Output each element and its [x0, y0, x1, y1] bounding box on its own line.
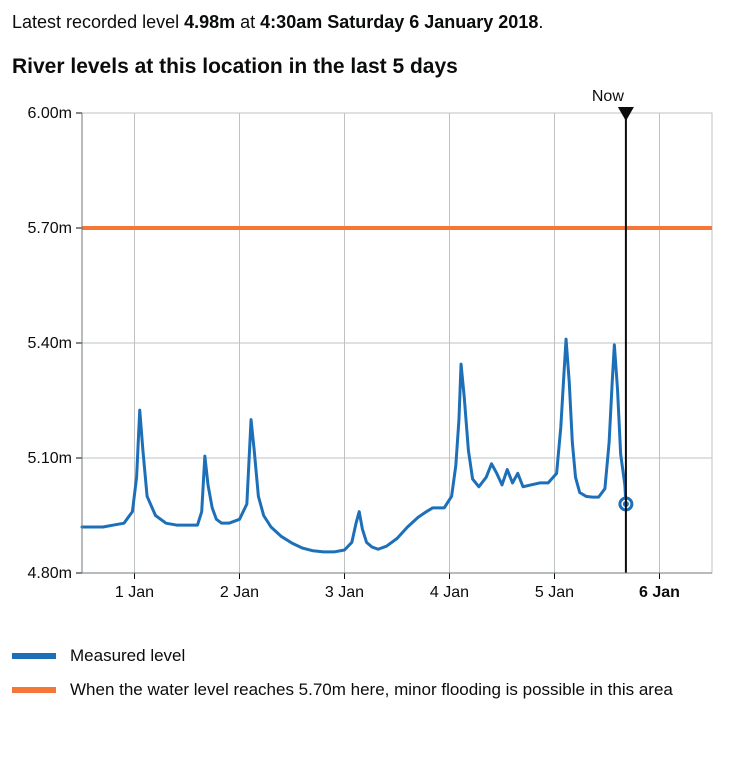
svg-text:4 Jan: 4 Jan — [430, 584, 469, 601]
summary-prefix: Latest recorded level — [12, 12, 184, 32]
legend-threshold-label: When the water level reaches 5.70m here,… — [70, 680, 673, 700]
svg-text:5 Jan: 5 Jan — [535, 584, 574, 601]
summary-level: 4.98m — [184, 12, 235, 32]
svg-text:2 Jan: 2 Jan — [220, 584, 259, 601]
svg-text:5.70m: 5.70m — [28, 220, 72, 237]
legend-measured-label: Measured level — [70, 646, 185, 666]
legend-measured: Measured level — [12, 646, 738, 666]
svg-text:1 Jan: 1 Jan — [115, 584, 154, 601]
legend-measured-swatch — [12, 653, 56, 659]
chart-svg: Now 4.80m 5.10m 5.40m 5.70m 6.00m 1 Jan 2 Jan 3 … — [12, 83, 732, 623]
svg-text:5.10m: 5.10m — [28, 450, 72, 467]
svg-text:6.00m: 6.00m — [28, 105, 72, 122]
svg-text:Now: Now — [592, 88, 624, 105]
svg-text:3 Jan: 3 Jan — [325, 584, 364, 601]
svg-text:5.40m: 5.40m — [28, 335, 72, 352]
river-level-chart: Now 4.80m 5.10m 5.40m 5.70m 6.00m 1 Jan 2 Jan 3 … — [12, 83, 732, 628]
summary-suffix: . — [538, 12, 543, 32]
chart-title: River levels at this location in the las… — [12, 55, 738, 79]
legend-threshold: When the water level reaches 5.70m here,… — [12, 680, 738, 700]
legend-threshold-swatch — [12, 687, 56, 693]
summary-mid: at — [235, 12, 260, 32]
summary-time: 4:30am Saturday 6 January 2018 — [260, 12, 538, 32]
latest-level-summary: Latest recorded level 4.98m at 4:30am Sa… — [12, 12, 738, 33]
svg-text:6 Jan: 6 Jan — [639, 584, 680, 601]
svg-text:4.80m: 4.80m — [28, 565, 72, 582]
legend: Measured level When the water level reac… — [12, 646, 738, 700]
